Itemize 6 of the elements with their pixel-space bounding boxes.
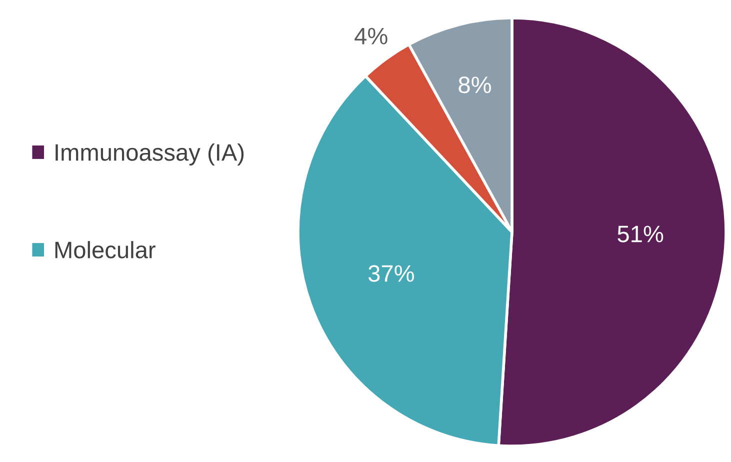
- data-label: 37%: [368, 265, 414, 282]
- legend-label: Molecular: [55, 241, 156, 258]
- data-label: 4%: [354, 28, 388, 44]
- data-label: 8%: [458, 76, 491, 94]
- legend-label: Immunoassay (IA): [56, 143, 244, 166]
- data-label: 51%: [618, 226, 664, 242]
